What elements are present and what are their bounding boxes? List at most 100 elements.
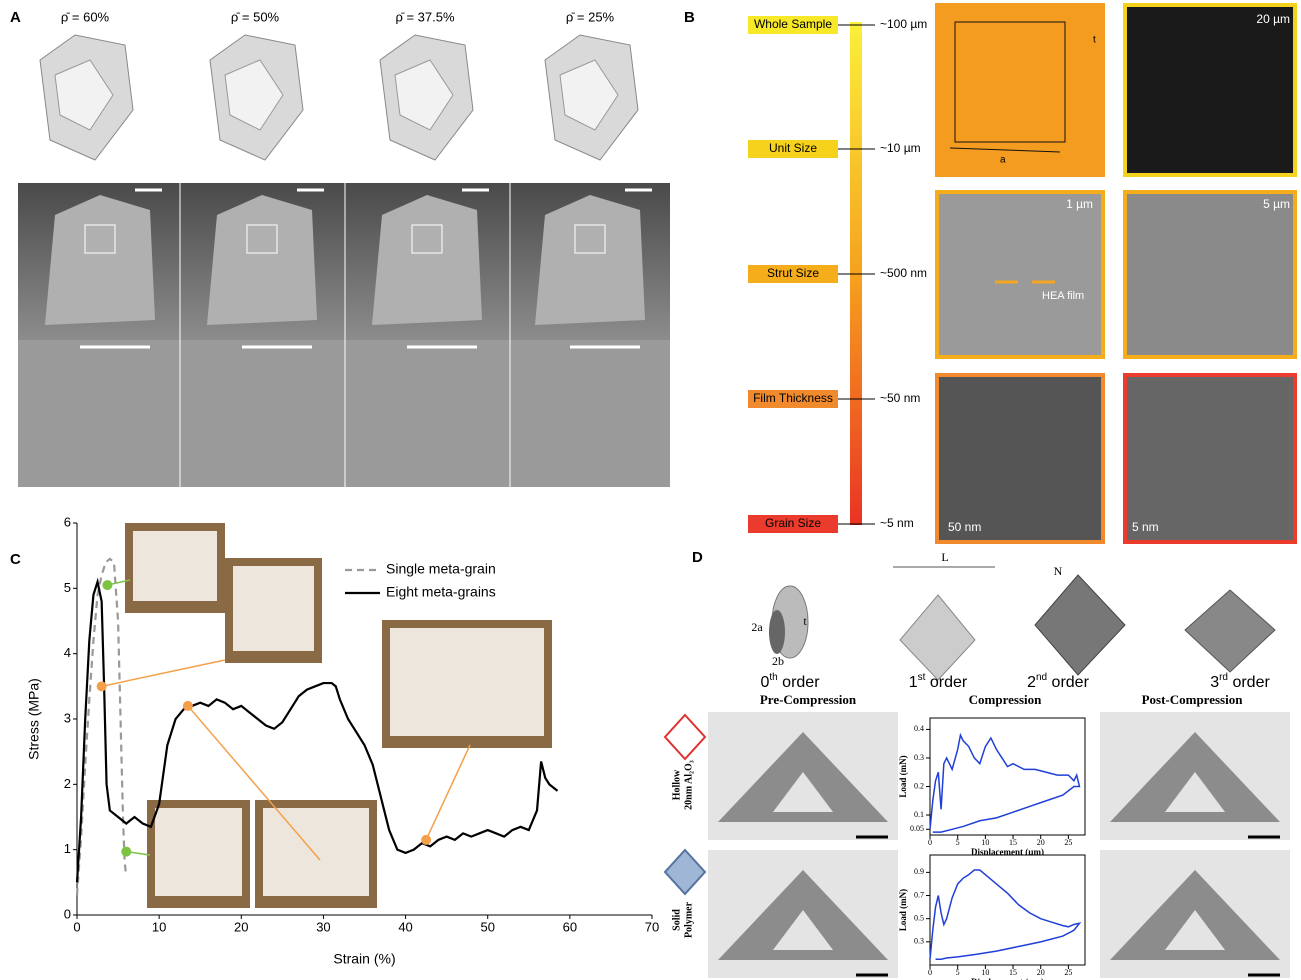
legend-label: Eight meta-grains xyxy=(386,584,496,600)
label: ~100 µm xyxy=(880,17,927,31)
label: A xyxy=(10,9,21,26)
label: Strut Size xyxy=(767,266,819,280)
y-tick-label: 0.9 xyxy=(914,867,924,876)
marker xyxy=(96,681,107,692)
strut-end xyxy=(769,610,785,654)
y-tick-label: 0.2 xyxy=(914,781,924,790)
label: t xyxy=(803,614,807,628)
y-tick-label: 4 xyxy=(64,645,71,660)
zoom-box xyxy=(574,224,606,254)
marker xyxy=(121,846,132,857)
pyramid-void xyxy=(1165,772,1225,812)
label: 5 µm xyxy=(1263,197,1290,211)
label: Compression xyxy=(969,692,1042,707)
order-part: order xyxy=(778,674,820,691)
zoom-box xyxy=(411,224,443,254)
x-tick-label: 5 xyxy=(956,968,960,977)
photo-sample xyxy=(390,628,544,736)
micrograph xyxy=(1123,373,1297,544)
y-axis-label: Load (mN) xyxy=(898,755,908,797)
label: ρ̄ = 50% xyxy=(231,9,280,24)
photo-sample xyxy=(233,566,314,651)
y-tick-label: 0 xyxy=(64,906,71,921)
order-part: 2 xyxy=(1027,674,1036,691)
label: Unit Size xyxy=(769,141,817,155)
label: ~500 nm xyxy=(880,266,927,280)
micrograph xyxy=(935,190,1105,359)
octahedron-1 xyxy=(899,594,976,681)
unit-cell-face xyxy=(54,59,114,131)
y-tick-label: 0.5 xyxy=(914,914,924,923)
y-tick-label: 6 xyxy=(64,514,71,529)
series-line xyxy=(929,732,1081,833)
x-tick-label: 25 xyxy=(1064,968,1072,977)
label: C xyxy=(10,551,21,568)
order-part: rd xyxy=(1219,672,1228,683)
pointer xyxy=(187,705,321,861)
label: a xyxy=(1000,155,1006,166)
order-part: order xyxy=(1047,674,1089,691)
x-axis-label: Displacement (µm) xyxy=(971,977,1044,980)
micrograph xyxy=(935,373,1105,544)
order-part: 1 xyxy=(909,674,918,691)
pyramid-void xyxy=(1165,910,1225,950)
y-tick-label: 0.4 xyxy=(914,724,924,733)
order-part: st xyxy=(918,672,926,683)
y-tick-label: 2 xyxy=(64,776,71,791)
order-part: nd xyxy=(1036,672,1047,683)
lattice xyxy=(535,195,645,325)
pointer xyxy=(101,659,226,688)
label: Film Thickness xyxy=(753,391,833,405)
plot-frame xyxy=(929,717,1086,836)
marker xyxy=(102,580,113,591)
y-tick-label: 0.3 xyxy=(914,753,924,762)
series-line xyxy=(75,577,559,883)
label: t xyxy=(1093,35,1096,46)
y-tick-label: 0.05 xyxy=(910,824,924,833)
cube-edge xyxy=(949,147,1061,153)
plot-frame xyxy=(929,854,1086,966)
photo-sample xyxy=(263,808,369,896)
x-tick-label: 50 xyxy=(480,919,494,934)
x-tick-label: 40 xyxy=(398,919,412,934)
marker xyxy=(421,834,432,845)
label: 2b xyxy=(772,654,784,668)
x-tick-label: 20 xyxy=(234,919,248,934)
cube-frame xyxy=(954,21,1066,143)
series-line xyxy=(75,557,128,896)
label: B xyxy=(684,9,695,26)
label: L xyxy=(941,550,948,564)
series-line xyxy=(929,869,1082,960)
zoom-box xyxy=(84,224,116,254)
x-tick-label: 25 xyxy=(1064,838,1072,847)
order-label: 3rd order xyxy=(1210,672,1270,691)
y-axis-label: Load (mN) xyxy=(898,889,908,931)
x-axis-label: Strain (%) xyxy=(333,951,395,967)
x-tick-label: 0 xyxy=(928,838,932,847)
order-label: 1st order xyxy=(909,672,968,691)
order-part: order xyxy=(925,674,967,691)
label: Pre-Compression xyxy=(760,692,857,707)
x-tick-label: 10 xyxy=(152,919,166,934)
octahedron-2 xyxy=(1034,574,1126,676)
scale-box xyxy=(748,265,838,283)
x-tick-label: 60 xyxy=(563,919,577,934)
y-tick-label: 0.7 xyxy=(914,890,924,899)
unit-cell-face xyxy=(224,59,284,131)
x-tick-label: 15 xyxy=(1009,838,1017,847)
x-tick-label: 70 xyxy=(645,919,659,934)
micrograph xyxy=(1123,3,1297,177)
pyramid-void xyxy=(773,910,833,950)
label: Hollow xyxy=(671,769,682,800)
icon-solid xyxy=(663,848,707,896)
label: Grain Size xyxy=(765,516,821,530)
pyramid-void xyxy=(773,772,833,812)
order-label: 2nd order xyxy=(1027,672,1090,691)
y-tick-label: 3 xyxy=(64,710,71,725)
unit-cell-face xyxy=(394,59,454,131)
label: Solid xyxy=(671,909,682,931)
x-tick-label: 20 xyxy=(1037,838,1045,847)
y-axis-label: Stress (MPa) xyxy=(26,678,42,760)
x-tick-label: 20 xyxy=(1037,968,1045,977)
label: Polymer xyxy=(683,901,694,938)
